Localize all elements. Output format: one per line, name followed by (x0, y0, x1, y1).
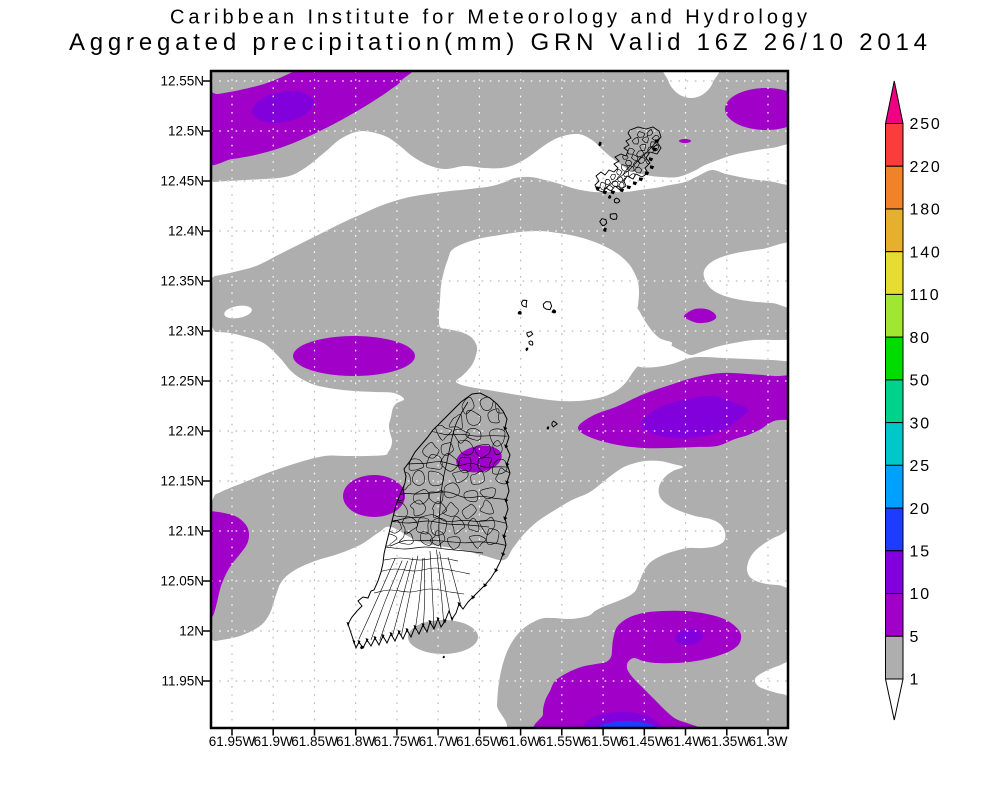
svg-text:110: 110 (910, 287, 941, 304)
svg-text:61.4W: 61.4W (666, 734, 705, 749)
svg-text:140: 140 (910, 244, 942, 261)
svg-text:61.6W: 61.6W (501, 734, 540, 749)
svg-text:61.75W: 61.75W (374, 734, 421, 749)
svg-text:15: 15 (910, 544, 931, 561)
svg-text:Caribbean Institute for Meteor: Caribbean Institute for Meteorology and … (170, 7, 808, 29)
svg-text:1: 1 (910, 672, 921, 689)
svg-text:250: 250 (910, 116, 942, 133)
svg-text:12N: 12N (179, 624, 204, 639)
svg-text:11.95N: 11.95N (161, 674, 204, 689)
svg-text:30: 30 (910, 415, 931, 432)
svg-text:12.5N: 12.5N (168, 124, 204, 139)
svg-text:12.25N: 12.25N (160, 374, 204, 389)
svg-text:12.45N: 12.45N (160, 174, 204, 189)
svg-text:Aggregated precipitation(mm) G: Aggregated precipitation(mm) GRN Valid 1… (69, 29, 928, 56)
svg-text:12.3N: 12.3N (168, 324, 204, 339)
svg-text:61.8W: 61.8W (336, 734, 375, 749)
svg-text:80: 80 (910, 330, 931, 347)
svg-text:12.55N: 12.55N (160, 74, 204, 89)
svg-text:12.35N: 12.35N (160, 274, 204, 289)
svg-text:61.45W: 61.45W (621, 734, 668, 749)
svg-text:61.65W: 61.65W (456, 734, 503, 749)
svg-text:12.1N: 12.1N (168, 524, 204, 539)
svg-text:10: 10 (910, 586, 931, 603)
svg-text:12.15N: 12.15N (160, 474, 204, 489)
svg-text:220: 220 (910, 159, 942, 176)
svg-text:61.85W: 61.85W (291, 734, 338, 749)
svg-text:25: 25 (910, 458, 931, 475)
svg-text:61.7W: 61.7W (419, 734, 458, 749)
svg-text:12.4N: 12.4N (168, 224, 204, 239)
svg-text:61.35W: 61.35W (704, 734, 751, 749)
svg-text:61.95W: 61.95W (209, 734, 256, 749)
svg-text:61.5W: 61.5W (584, 734, 623, 749)
svg-text:50: 50 (910, 373, 931, 390)
svg-text:61.9W: 61.9W (254, 734, 293, 749)
svg-text:20: 20 (910, 501, 931, 518)
svg-text:5: 5 (910, 629, 921, 646)
svg-text:61.55W: 61.55W (539, 734, 586, 749)
svg-text:180: 180 (910, 202, 942, 219)
svg-text:61.3W: 61.3W (748, 734, 787, 749)
svg-text:12.2N: 12.2N (168, 424, 204, 439)
svg-text:12.05N: 12.05N (160, 574, 204, 589)
